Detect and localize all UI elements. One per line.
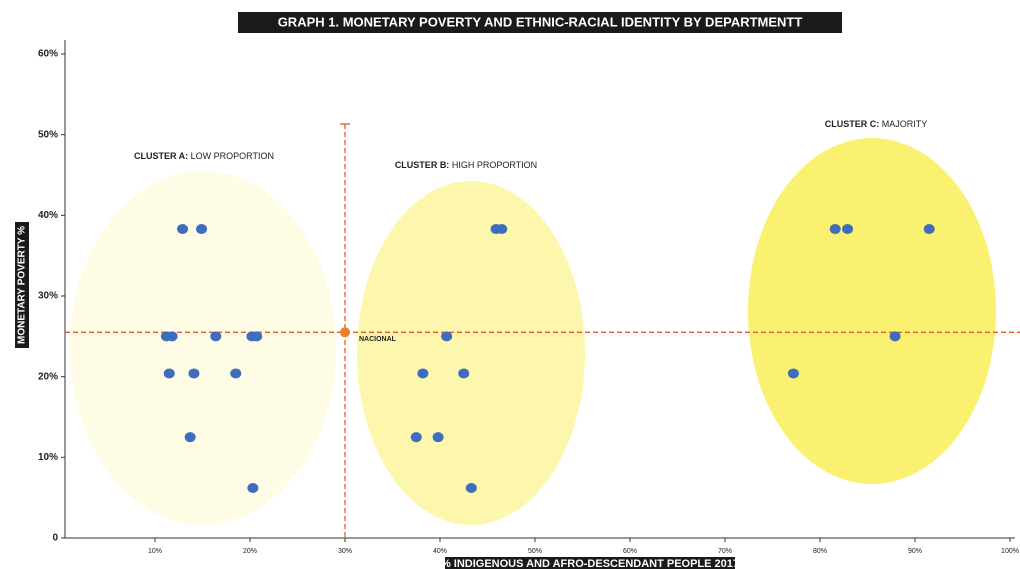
cluster-name: CLUSTER B: (395, 160, 450, 170)
y-tick-label: 0 (52, 533, 58, 544)
x-tick-label: 50% (528, 548, 542, 555)
data-point (417, 368, 429, 379)
x-tick-label: 30% (338, 548, 352, 555)
data-point (210, 331, 222, 342)
x-label-box (445, 557, 735, 569)
cluster-description: LOW PROPORTION (191, 151, 274, 161)
cluster-b-area (357, 181, 585, 525)
cluster-label: CLUSTER A: LOW PROPORTION (134, 151, 274, 161)
title-box (238, 12, 842, 33)
y-tick-label: 10% (38, 452, 58, 463)
data-point (188, 368, 200, 379)
x-tick-label: 40% (433, 548, 447, 555)
x-tick-label: 90% (908, 548, 922, 555)
y-tick-label: 50% (38, 129, 58, 140)
x-axis-label: % INDIGENOUS AND AFRO-DESCENDANT PEOPLE … (441, 558, 739, 569)
cluster-name: CLUSTER A: (134, 151, 188, 161)
data-point (458, 368, 470, 379)
data-point (432, 432, 444, 443)
y-axis-label: MONETARY POVERTY % (17, 226, 28, 344)
y-tick-label: 60% (38, 49, 58, 60)
x-tick-label: 20% (243, 548, 257, 555)
cluster-label: CLUSTER C: MAJORITY (825, 119, 928, 129)
data-point (787, 368, 799, 379)
x-tick-label: 60% (623, 548, 637, 555)
data-point (889, 331, 901, 342)
reference-point (340, 327, 350, 338)
cluster-name: CLUSTER C: (825, 119, 880, 129)
data-point (441, 331, 453, 342)
data-point (196, 224, 208, 235)
x-tick-label: 70% (718, 548, 732, 555)
data-point (496, 224, 508, 235)
y-tick-label: 30% (38, 291, 58, 302)
data-point (163, 368, 175, 379)
reference-label: NACIONAL (359, 336, 397, 343)
chart-title: GRAPH 1. MONETARY POVERTY AND ETHNIC-RAC… (278, 14, 803, 29)
cluster-description: HIGH PROPORTION (452, 160, 537, 170)
y-tick-label: 40% (38, 210, 58, 221)
data-point (842, 224, 854, 235)
data-point (251, 331, 263, 342)
data-point (230, 368, 242, 379)
cluster-a-area (70, 171, 336, 525)
y-tick-label: 20% (38, 371, 58, 382)
data-point (465, 482, 477, 493)
cluster-description: MAJORITY (882, 119, 928, 129)
cluster-label: CLUSTER B: HIGH PROPORTION (395, 160, 537, 170)
y-label-box (15, 222, 29, 348)
data-point (410, 432, 422, 443)
data-point (923, 224, 935, 235)
data-point (177, 224, 189, 235)
x-tick-label: 80% (813, 548, 827, 555)
cluster-c-area (748, 138, 996, 484)
data-point (184, 432, 196, 443)
data-point (829, 224, 841, 235)
data-point (166, 331, 178, 342)
data-point (247, 482, 259, 493)
x-tick-label: 100% (1001, 548, 1019, 555)
x-tick-label: 10% (148, 548, 162, 555)
